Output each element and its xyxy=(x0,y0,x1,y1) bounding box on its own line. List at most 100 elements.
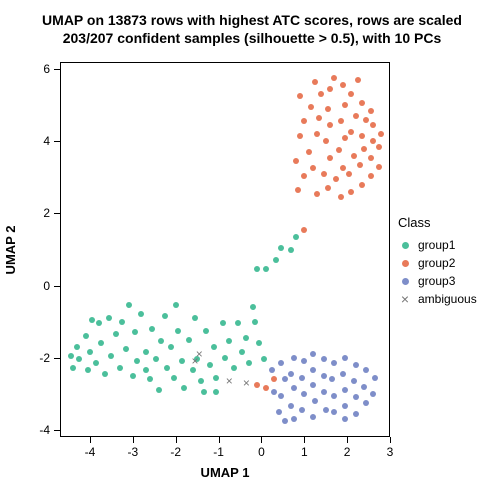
data-point-group1 xyxy=(98,340,104,346)
data-point-group1 xyxy=(147,376,153,382)
data-point-group1 xyxy=(83,333,89,339)
data-point-group2 xyxy=(301,173,307,179)
x-tick-mark xyxy=(347,437,348,443)
data-point-group2 xyxy=(378,131,384,137)
data-point-group3 xyxy=(269,367,275,373)
data-point-group1 xyxy=(192,315,198,321)
data-point-group2 xyxy=(293,158,299,164)
data-point-group1 xyxy=(246,360,252,366)
data-point-group2 xyxy=(327,86,333,92)
data-point-group3 xyxy=(329,376,335,382)
legend-label: ambiguous xyxy=(418,292,477,306)
data-point-group2 xyxy=(348,189,354,195)
data-point-group1 xyxy=(179,358,185,364)
data-point-group3 xyxy=(271,389,277,395)
chart-title: UMAP on 13873 rows with highest ATC scor… xyxy=(0,12,504,47)
data-point-group1 xyxy=(198,378,204,384)
data-point-group1 xyxy=(106,315,112,321)
data-point-group1 xyxy=(93,360,99,366)
data-point-group3 xyxy=(282,418,288,424)
data-point-group1 xyxy=(149,326,155,332)
data-point-group3 xyxy=(312,398,318,404)
y-tick-mark xyxy=(54,213,60,214)
data-point-group1 xyxy=(273,257,279,263)
data-point-group2 xyxy=(297,133,303,139)
data-point-group1 xyxy=(181,385,187,391)
x-tick-label: -1 xyxy=(213,445,224,459)
data-point-group2 xyxy=(342,102,348,108)
x-tick-label: 0 xyxy=(258,445,265,459)
data-point-group1 xyxy=(87,349,93,355)
data-point-group2 xyxy=(363,117,369,123)
chart-title-line1: UMAP on 13873 rows with highest ATC scor… xyxy=(0,12,504,30)
x-tick-label: 2 xyxy=(344,445,351,459)
data-point-group2 xyxy=(327,155,333,161)
x-tick-mark xyxy=(219,437,220,443)
data-point-group3 xyxy=(372,375,378,381)
data-point-group2 xyxy=(325,106,331,112)
data-point-group1 xyxy=(162,313,168,319)
data-point-group2 xyxy=(263,385,269,391)
data-point-group2 xyxy=(359,100,365,106)
data-point-group2 xyxy=(333,176,339,182)
y-tick-mark xyxy=(54,69,60,70)
legend-swatch xyxy=(398,256,412,270)
data-point-group2 xyxy=(357,162,363,168)
data-point-group2 xyxy=(361,146,367,152)
data-point-group1 xyxy=(222,355,228,361)
x-tick-label: 3 xyxy=(387,445,394,459)
data-point-group2 xyxy=(368,108,374,114)
data-point-group2 xyxy=(306,149,312,155)
data-point-group2 xyxy=(370,122,376,128)
chart-title-line2: 203/207 confident samples (silhouette > … xyxy=(0,30,504,48)
data-point-group1 xyxy=(203,328,209,334)
data-point-group3 xyxy=(278,360,284,366)
legend-item: ×ambiguous xyxy=(398,290,477,308)
y-tick-mark xyxy=(54,358,60,359)
data-point-group1 xyxy=(119,319,125,325)
data-point-group2 xyxy=(340,82,346,88)
data-point-group3 xyxy=(278,393,284,399)
data-point-group3 xyxy=(282,376,288,382)
x-tick-mark xyxy=(176,437,177,443)
data-point-group2 xyxy=(370,138,376,144)
data-point-group2 xyxy=(342,135,348,141)
data-point-group1 xyxy=(213,389,219,395)
y-axis-label: UMAP 2 xyxy=(3,225,18,274)
data-point-group1 xyxy=(85,367,91,373)
data-point-group2 xyxy=(316,115,322,121)
data-point-group1 xyxy=(76,356,82,362)
data-point-group2 xyxy=(301,118,307,124)
data-point-group1 xyxy=(186,337,192,343)
data-point-group1 xyxy=(207,362,213,368)
x-tick-mark xyxy=(390,437,391,443)
x-tick-mark xyxy=(261,437,262,443)
x-axis-label: UMAP 1 xyxy=(201,465,250,480)
data-point-group3 xyxy=(310,414,316,420)
data-point-group3 xyxy=(288,371,294,377)
data-point-group3 xyxy=(310,382,316,388)
y-tick-label: 6 xyxy=(43,62,50,76)
data-point-ambiguous: × xyxy=(196,348,203,360)
x-tick-mark xyxy=(304,437,305,443)
data-point-group2 xyxy=(340,165,346,171)
data-point-group3 xyxy=(342,403,348,409)
y-tick-label: 0 xyxy=(43,279,50,293)
data-point-group2 xyxy=(314,191,320,197)
data-point-group1 xyxy=(123,346,129,352)
data-point-group3 xyxy=(370,391,376,397)
data-point-group1 xyxy=(126,302,132,308)
data-point-group1 xyxy=(293,234,299,240)
data-point-group1 xyxy=(288,247,294,253)
data-point-ambiguous: × xyxy=(243,377,250,389)
data-point-ambiguous: × xyxy=(226,375,233,387)
data-point-group2 xyxy=(346,171,352,177)
data-point-group2 xyxy=(323,138,329,144)
data-point-group3 xyxy=(310,351,316,357)
legend-swatch xyxy=(398,238,412,252)
data-point-group2 xyxy=(368,173,374,179)
x-tick-label: -4 xyxy=(85,445,96,459)
y-tick-label: 4 xyxy=(43,134,50,148)
data-point-group1 xyxy=(130,373,136,379)
data-point-group1 xyxy=(153,356,159,362)
